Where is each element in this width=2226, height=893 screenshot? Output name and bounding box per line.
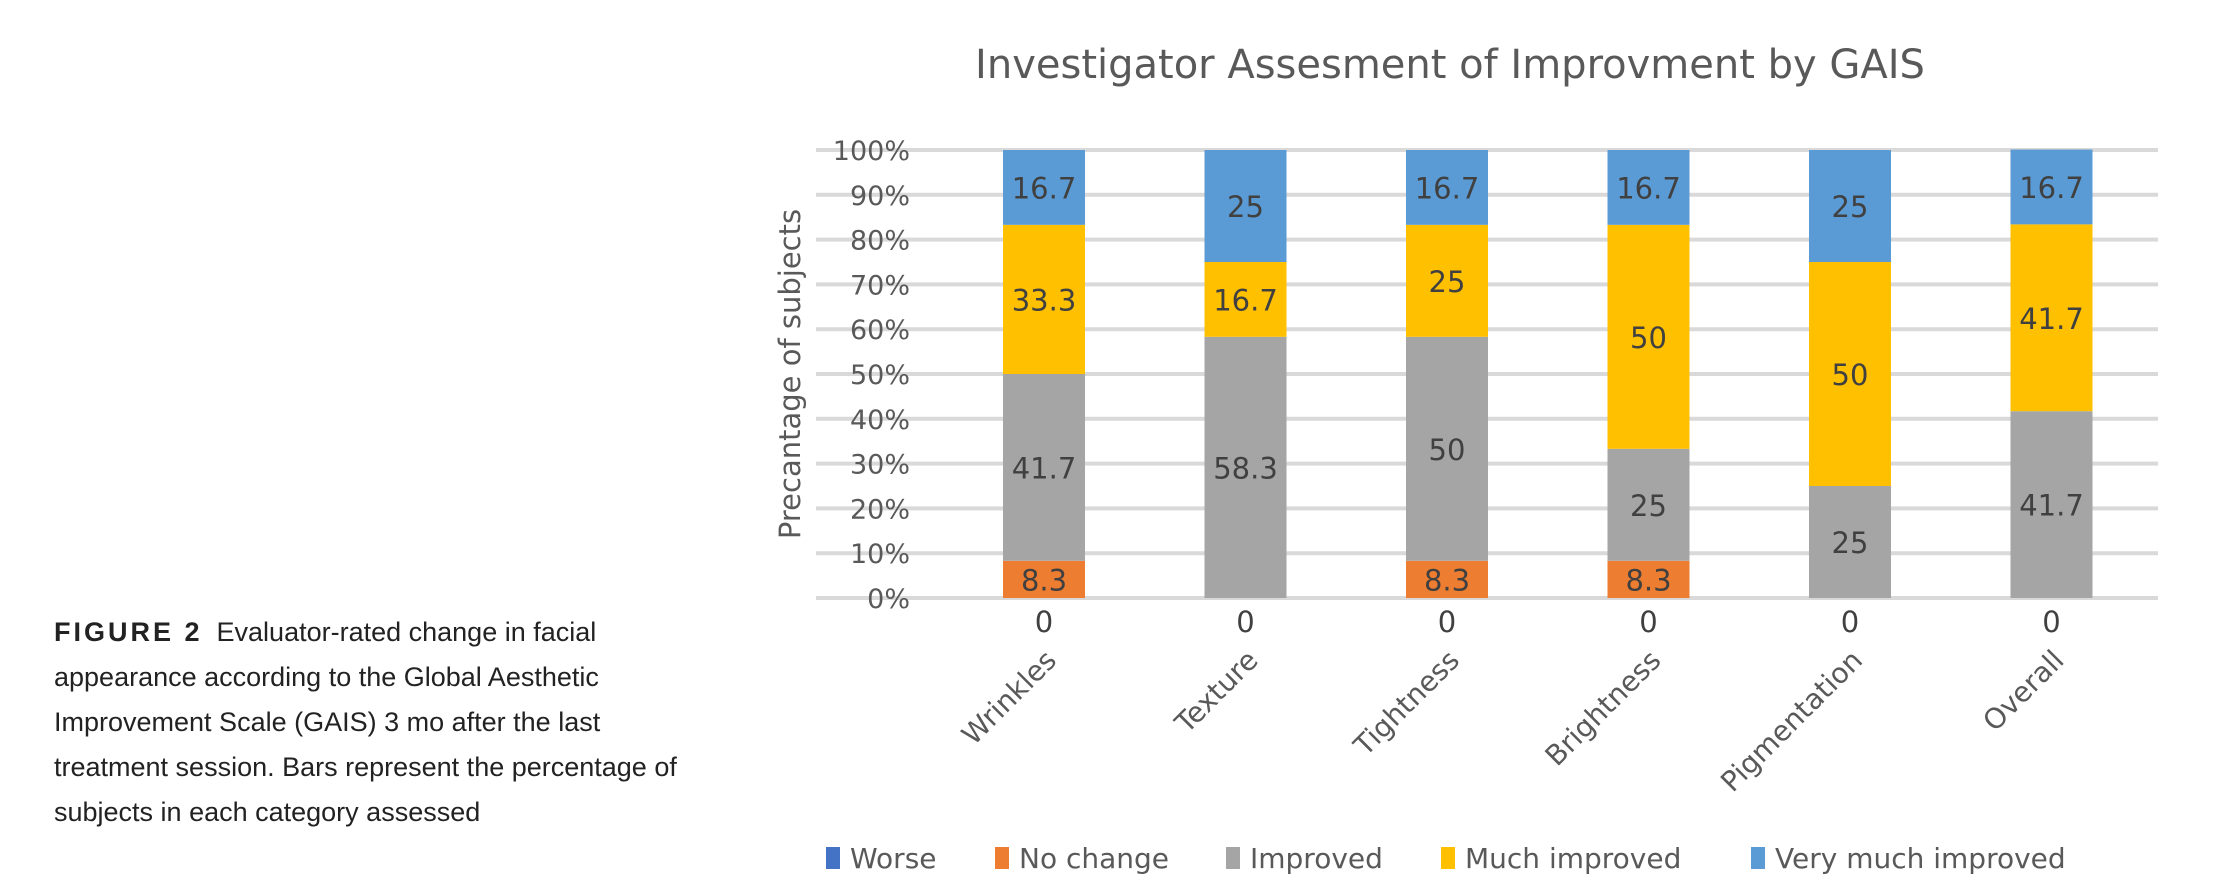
data-label: 50 [1630, 321, 1667, 355]
data-label: 25 [1832, 526, 1869, 560]
y-tick-label: 90% [850, 181, 910, 212]
figure-caption: FIGURE 2 Evaluator-rated change in facial… [54, 610, 694, 835]
bar-segment [1406, 150, 1488, 225]
data-label: 25 [1429, 265, 1466, 299]
bar-segment [1809, 150, 1891, 262]
caption-text: Evaluator-rated change in facial appeara… [54, 617, 677, 827]
bar-segment [1003, 224, 1085, 374]
data-label: 0 [2042, 605, 2060, 639]
x-tick-label: Tightness [1347, 644, 1466, 763]
y-tick-label: 60% [850, 315, 910, 346]
y-axis-label: Precantage of subjects [773, 209, 807, 539]
data-label: 41.7 [2019, 302, 2084, 336]
x-tick-label: Overall [1976, 644, 2070, 738]
bar-segment [1406, 336, 1488, 561]
data-label: 16.7 [1415, 171, 1480, 205]
data-label: 0 [1035, 605, 1053, 639]
legend-label: Much improved [1465, 842, 1681, 875]
x-tick-label: Pigmentation [1714, 644, 1869, 799]
x-tick-label: Wrinkles [955, 644, 1063, 752]
legend-swatch [1751, 847, 1765, 869]
data-label: 0 [1438, 605, 1456, 639]
legend-swatch [1226, 847, 1240, 869]
data-label: 16.7 [1616, 171, 1681, 205]
legend-label: No change [1019, 842, 1169, 875]
data-label: 25 [1630, 489, 1667, 523]
data-label: 25 [1227, 190, 1264, 224]
bar-segment [1204, 150, 1287, 262]
y-tick-label: 40% [850, 405, 910, 436]
bar-segment [2010, 149, 2093, 225]
figure-label: FIGURE 2 [54, 617, 203, 647]
legend-label: Very much improved [1775, 842, 2066, 875]
y-tick-label: 50% [850, 360, 910, 391]
legend-swatch [995, 847, 1009, 869]
y-tick-label: 70% [850, 270, 910, 301]
data-label: 25 [1832, 190, 1869, 224]
data-label: 58.3 [1213, 451, 1278, 485]
data-label: 50 [1832, 358, 1869, 392]
data-label: 50 [1429, 433, 1466, 467]
bar-segment [1607, 560, 1690, 598]
legend-label: Worse [850, 842, 937, 875]
bar-segment [1406, 224, 1488, 337]
bar-segment [2010, 224, 2093, 412]
y-tick-label: 10% [850, 539, 910, 570]
y-tick-label: 30% [850, 450, 910, 481]
bar-segment [1003, 560, 1085, 598]
bar-segment [1607, 448, 1690, 561]
chart-title: Investigator Assesment of Improvment by … [975, 42, 1925, 88]
bar-segment [1809, 262, 1891, 486]
y-tick-label: 0% [867, 584, 910, 615]
data-label: 16.7 [2019, 171, 2084, 205]
data-label: 16.7 [1012, 171, 1077, 205]
bar-segment [1003, 374, 1085, 561]
data-label: 41.7 [2019, 489, 2084, 523]
y-tick-label: 100% [833, 136, 910, 167]
bar-segment [1204, 262, 1287, 337]
data-label: 8.3 [1424, 563, 1470, 597]
bar-segment [1204, 336, 1287, 598]
bar-segment [1809, 486, 1891, 598]
y-tick-label: 20% [850, 494, 910, 525]
data-label: 8.3 [1021, 563, 1067, 597]
bar-segment [2010, 411, 2093, 598]
data-label: 0 [1236, 605, 1254, 639]
bar-segment [1406, 560, 1488, 598]
bar-segment [1607, 224, 1690, 449]
data-label: 41.7 [1012, 451, 1077, 485]
legend-swatch [1441, 847, 1455, 869]
bar-segment [1607, 150, 1690, 225]
legend-swatch [826, 847, 840, 869]
bar-segment [1003, 150, 1085, 225]
legend-label: Improved [1250, 842, 1383, 875]
x-tick-label: Brightness [1539, 644, 1668, 773]
x-tick-label: Texture [1168, 644, 1265, 741]
data-label: 0 [1841, 605, 1859, 639]
data-label: 16.7 [1213, 283, 1278, 317]
y-tick-label: 80% [850, 226, 910, 257]
data-label: 0 [1639, 605, 1657, 639]
data-label: 33.3 [1012, 283, 1077, 317]
data-label: 8.3 [1625, 563, 1671, 597]
